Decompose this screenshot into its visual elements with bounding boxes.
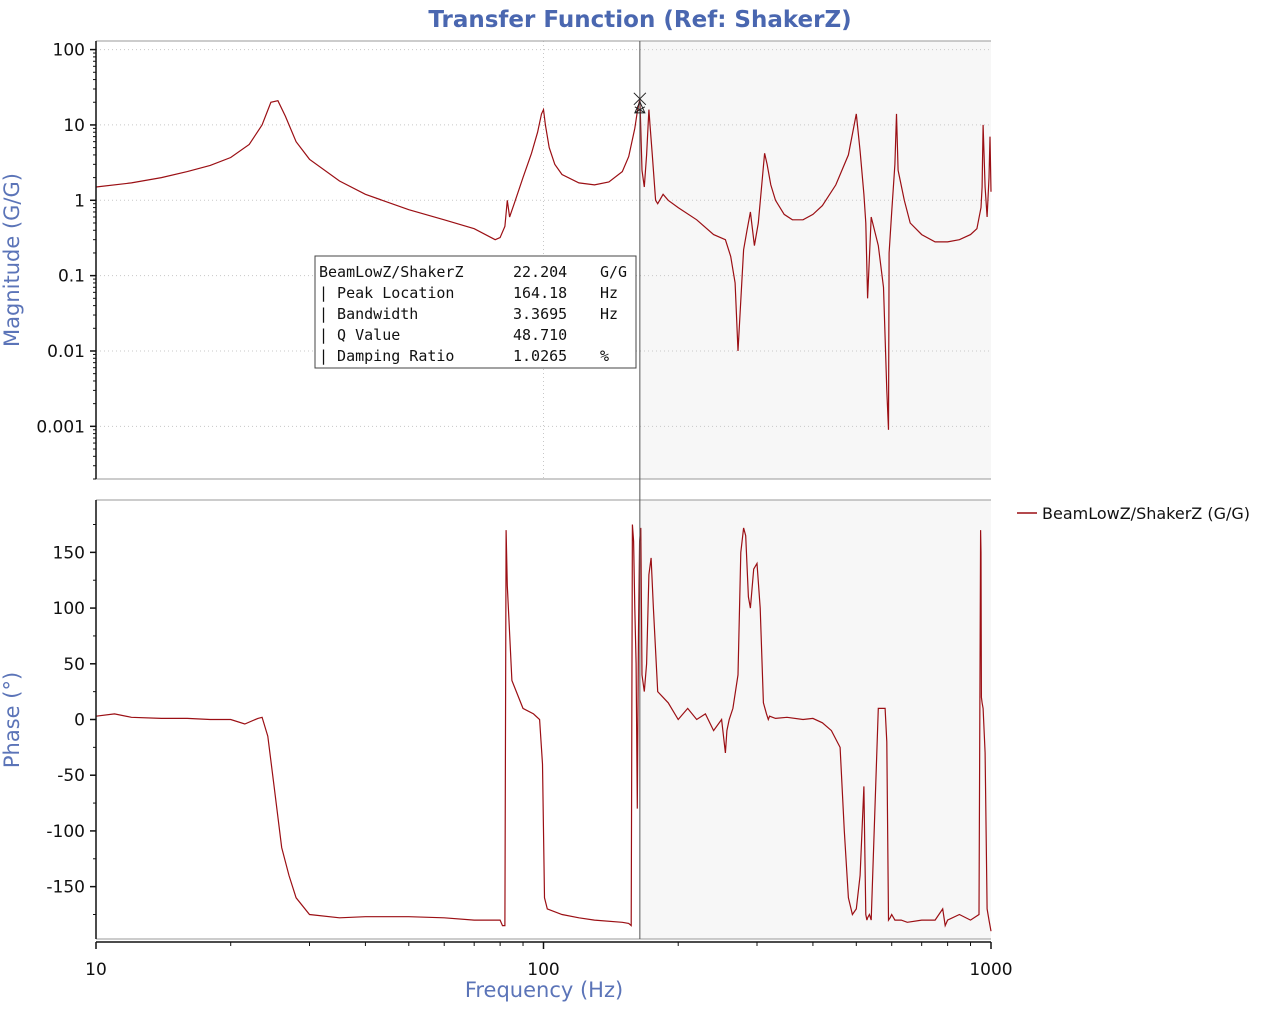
chart-title: Transfer Function (Ref: ShakerZ) — [428, 7, 851, 33]
readout-value: 1.0265 — [513, 347, 567, 365]
cursor-readout-box: BeamLowZ/ShakerZ 22.204 G/G | Peak Location… — [314, 255, 637, 369]
readout-unit: % — [600, 347, 609, 365]
legend-entry: BeamLowZ/ShakerZ (G/G) — [1042, 504, 1250, 523]
readout-unit: Hz — [600, 284, 618, 302]
phase-tick-label: 0 — [74, 711, 85, 731]
magnitude-tick-label: 1 — [74, 191, 85, 211]
phase-series-line — [95, 524, 992, 932]
readout-label: BeamLowZ/ShakerZ — [319, 263, 464, 281]
x-tick-label: 10 — [85, 960, 107, 980]
readout-value: 22.204 — [513, 263, 567, 281]
magnitude-tick-label: 0.1 — [58, 267, 85, 287]
phase-y-ticks: 150 100 50 0 -50 -100 -150 — [46, 524, 96, 915]
phase-tick-label: -100 — [46, 822, 85, 842]
magnitude-tick-label: 0.001 — [36, 417, 85, 437]
magnitude-tick-label: 0.01 — [47, 342, 85, 362]
x-tick-label: 1000 — [969, 960, 1012, 980]
readout-label: | Peak Location — [319, 284, 454, 302]
magnitude-tick-label: 10 — [63, 116, 85, 136]
phase-y-label: Phase (°) — [0, 672, 24, 768]
readout-label: | Bandwidth — [319, 305, 418, 323]
cursor-peak-glyph — [634, 100, 646, 114]
phase-tick-label: 100 — [53, 599, 85, 619]
phase-tick-label: -150 — [46, 878, 85, 898]
phase-tick-label: 50 — [63, 655, 85, 675]
readout-value: 164.18 — [513, 284, 567, 302]
readout-label: | Q Value — [319, 326, 400, 344]
phase-pane[interactable]: 150 100 50 0 -50 -100 -150 — [46, 499, 992, 940]
magnitude-series-line — [95, 98, 992, 430]
x-axis-label: Frequency (Hz) — [465, 978, 623, 1002]
phase-tick-label: -50 — [57, 766, 85, 786]
magnitude-y-label: Magnitude (G/G) — [0, 173, 24, 347]
x-axis-ticks: 10 100 1000 — [85, 942, 1013, 980]
x-tick-label: 100 — [527, 960, 559, 980]
magnitude-pane[interactable]: 100 10 1 0.1 0.01 0.001 — [36, 40, 992, 939]
readout-value: 48.710 — [513, 326, 567, 344]
readout-label: | Damping Ratio — [319, 347, 454, 365]
readout-value: 3.3695 — [513, 305, 567, 323]
magnitude-tick-label: 100 — [53, 41, 85, 61]
readout-unit: G/G — [600, 263, 627, 281]
cursor-peak-marker[interactable] — [633, 92, 647, 114]
phase-tick-label: 150 — [53, 543, 85, 563]
readout-unit: Hz — [600, 305, 618, 323]
legend[interactable]: BeamLowZ/ShakerZ (G/G) — [1017, 504, 1250, 523]
magnitude-shaded-region — [639, 41, 991, 479]
cursor-cross-b — [633, 92, 647, 106]
magnitude-y-ticks: 100 10 1 0.1 0.01 0.001 — [36, 41, 96, 437]
